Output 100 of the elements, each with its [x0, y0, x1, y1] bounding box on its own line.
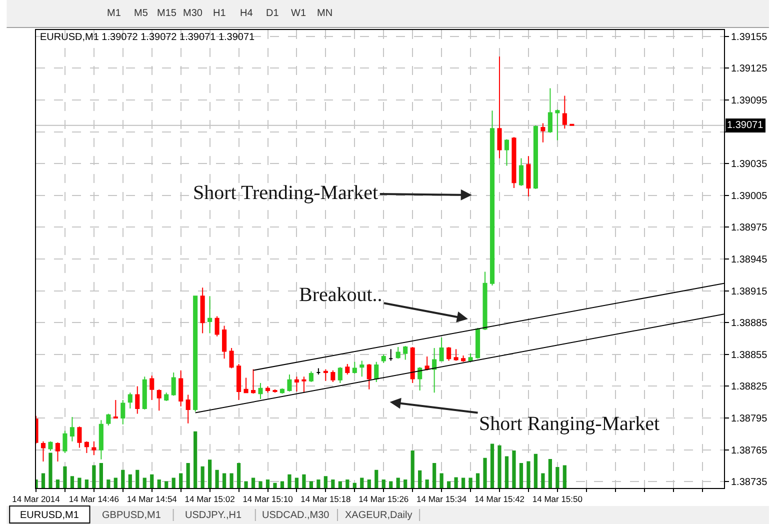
candlestick — [171, 372, 176, 396]
bar — [200, 466, 204, 488]
candlestick — [302, 376, 306, 394]
bar — [56, 479, 60, 488]
candlestick — [113, 400, 118, 419]
candlestick — [40, 440, 46, 462]
bar — [258, 481, 262, 488]
candlestick — [396, 346, 400, 360]
bar — [194, 431, 198, 488]
bar — [316, 479, 320, 488]
bar — [367, 479, 371, 488]
candlestick — [250, 368, 256, 394]
candlestick — [374, 361, 379, 382]
candlestick — [345, 363, 350, 376]
bar — [541, 473, 545, 488]
candlestick — [222, 325, 227, 360]
candlestick — [432, 348, 437, 394]
candlestick — [454, 348, 458, 362]
candlestick — [214, 316, 220, 337]
y-tick-label: 1.38885 — [731, 318, 768, 330]
y-tick-label: 1.39005 — [731, 190, 768, 202]
bar — [331, 479, 335, 488]
candlestick — [366, 363, 372, 390]
bar — [346, 479, 350, 488]
candlestick — [403, 345, 408, 360]
candlestick — [446, 346, 452, 362]
bar — [78, 478, 82, 488]
annotation: Short Trending-Market — [193, 182, 378, 204]
bar — [150, 474, 154, 488]
bar — [63, 466, 67, 488]
candlestick — [287, 374, 292, 392]
bar — [48, 452, 52, 488]
candlestick — [236, 363, 242, 400]
candlestick — [135, 386, 140, 414]
text: M1 — [107, 8, 122, 19]
candlestick — [533, 124, 538, 190]
bar — [382, 479, 386, 488]
bar — [519, 463, 524, 488]
bar — [440, 473, 444, 488]
y-tick-label: 1.39095 — [731, 95, 768, 106]
candlestick — [156, 388, 162, 412]
x-tick-label: 14 Mar 15:02 — [184, 494, 236, 504]
candlestick — [518, 158, 524, 186]
x-tick-label: 14 Mar 14:54 — [126, 494, 178, 504]
text: M15 — [157, 8, 177, 19]
text: MN — [317, 8, 333, 19]
y-tick-label: 1.38825 — [731, 382, 768, 393]
bar — [294, 478, 299, 488]
bar — [454, 477, 458, 488]
candlestick — [360, 360, 364, 378]
bar — [548, 459, 552, 488]
candlestick — [308, 370, 314, 382]
bar — [128, 474, 132, 488]
bar — [244, 481, 248, 488]
candlestick — [258, 382, 263, 400]
candlestick — [150, 375, 154, 400]
bar — [302, 474, 306, 488]
bar — [251, 478, 256, 488]
bar — [461, 478, 466, 488]
y-tick-label: 1.38855 — [731, 350, 768, 361]
annotation: Breakout.. — [299, 284, 382, 306]
bar — [556, 466, 560, 488]
text: M30 — [183, 8, 203, 19]
bar — [425, 479, 429, 488]
candlestick — [352, 361, 357, 374]
y-tick-label: 1.38765 — [731, 445, 768, 456]
text: D1 — [266, 8, 280, 19]
text: W1 — [291, 8, 306, 19]
candlestick — [128, 392, 132, 409]
candlestick — [48, 440, 53, 452]
candlestick — [70, 416, 74, 442]
candlestick — [388, 348, 394, 362]
text: GBPUSD,M1 — [102, 510, 162, 521]
candlestick — [265, 386, 270, 394]
candlestick — [272, 388, 278, 394]
candlestick — [208, 296, 212, 334]
bar — [396, 478, 400, 488]
bar — [236, 463, 241, 488]
bar — [526, 461, 530, 488]
text: EURUSD,M1 — [20, 510, 80, 521]
candlestick — [84, 440, 89, 454]
candlestick — [526, 156, 531, 197]
candlestick — [497, 56, 502, 159]
bar — [280, 481, 284, 488]
candlestick — [555, 109, 560, 141]
candlestick — [244, 377, 248, 394]
bar — [266, 479, 270, 488]
y-tick-label: 1.39125 — [731, 64, 768, 75]
candlestick — [92, 440, 96, 456]
candlestick — [294, 376, 299, 392]
candlestick — [186, 394, 190, 424]
bar — [468, 478, 472, 488]
x-tick-label: 14 Mar 15:42 — [474, 494, 525, 504]
candlestick — [482, 271, 488, 331]
chart-title: EURUSD,M1 1.39072 1.39072 1.39071 1.39071 — [40, 32, 256, 43]
text: H4 — [240, 8, 254, 19]
bar — [338, 481, 342, 488]
bar — [136, 470, 140, 488]
bar — [490, 444, 494, 488]
bar — [41, 473, 46, 488]
